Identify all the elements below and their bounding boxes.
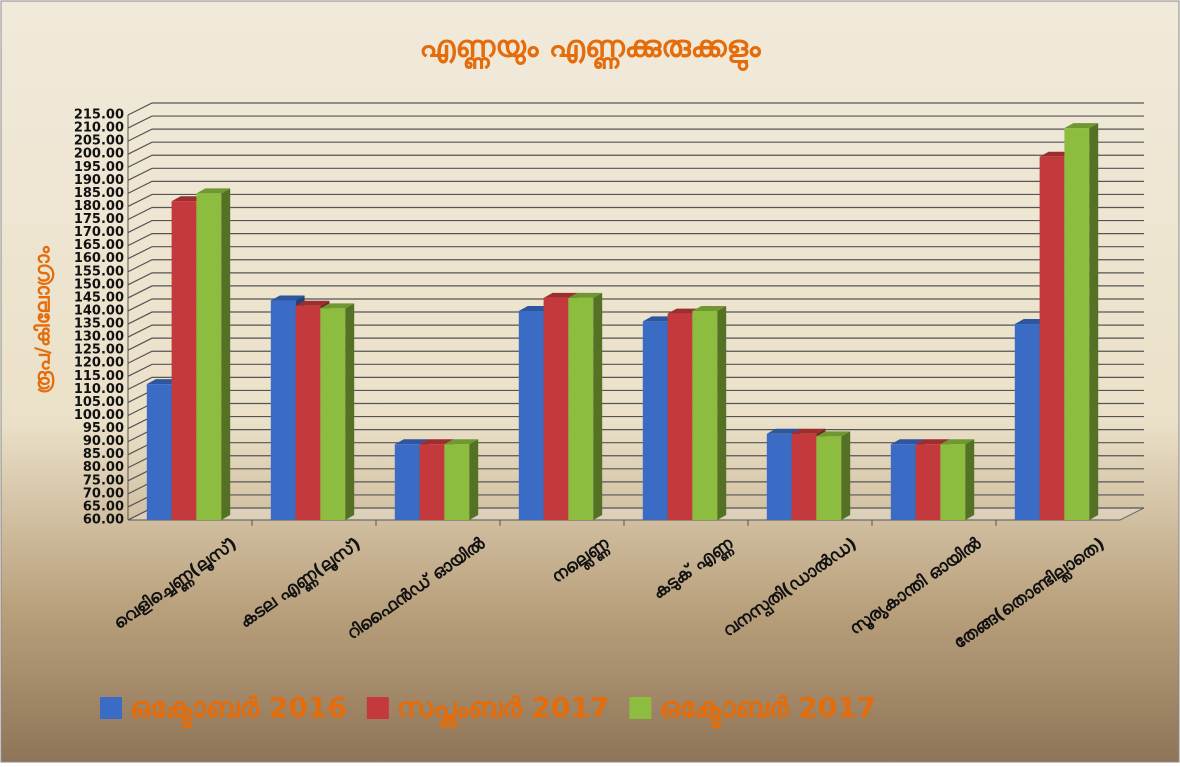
- bar: [692, 311, 717, 520]
- bar: [196, 193, 221, 520]
- bar: [767, 434, 792, 520]
- bar: [668, 314, 693, 520]
- bar: [420, 444, 445, 520]
- y-tick-label: 85.00: [83, 447, 124, 462]
- y-tick-label: 75.00: [83, 473, 124, 488]
- y-tick-label: 135.00: [74, 317, 124, 332]
- bar: [544, 298, 569, 520]
- y-tick-label: 115.00: [74, 369, 124, 384]
- bar: [395, 444, 420, 520]
- y-tick-label: 70.00: [83, 486, 124, 501]
- bar-side: [593, 293, 602, 520]
- y-tick-label: 105.00: [74, 395, 124, 410]
- y-tick-label: 215.00: [74, 108, 124, 123]
- y-tick-label: 95.00: [83, 421, 124, 436]
- legend-swatch: [629, 697, 651, 719]
- y-tick-label: 155.00: [74, 264, 124, 279]
- bar-side: [1089, 123, 1098, 520]
- legend-swatch: [100, 697, 122, 719]
- y-tick-label: 205.00: [74, 134, 124, 149]
- y-tick-label: 80.00: [83, 460, 124, 475]
- bar: [1040, 157, 1065, 520]
- y-tick-label: 160.00: [74, 251, 124, 266]
- y-tick-label: 120.00: [74, 356, 124, 371]
- y-tick-label: 190.00: [74, 173, 124, 188]
- legend-label: ഒക്ടോബർ 2016: [130, 691, 347, 729]
- bar-side: [469, 439, 478, 520]
- bar-side: [965, 439, 974, 520]
- y-tick-label: 165.00: [74, 238, 124, 253]
- y-axis-label: രൂപ/കിലോഗ്രാം: [31, 246, 55, 394]
- bar: [147, 384, 172, 520]
- bar: [320, 308, 345, 520]
- bar: [444, 444, 469, 520]
- y-tick-label: 110.00: [74, 382, 124, 397]
- y-tick-label: 175.00: [74, 212, 124, 227]
- bar: [1015, 324, 1040, 520]
- y-tick-label: 150.00: [74, 277, 124, 292]
- bar: [568, 298, 593, 520]
- bar: [792, 434, 817, 520]
- chart: എണ്ണയും എണ്ണക്കുരുക്കളും രൂപ/കിലോഗ്രാം 6…: [0, 0, 1180, 763]
- bar-side: [717, 306, 726, 520]
- y-tick-label: 185.00: [74, 186, 124, 201]
- bar: [271, 301, 296, 520]
- bar: [643, 321, 668, 520]
- bar-side: [345, 303, 354, 520]
- y-tick-label: 145.00: [74, 290, 124, 305]
- bar: [172, 201, 197, 520]
- y-tick-label: 125.00: [74, 343, 124, 358]
- y-tick-label: 200.00: [74, 147, 124, 162]
- y-tick-label: 140.00: [74, 303, 124, 318]
- y-tick-label: 65.00: [83, 499, 124, 514]
- bar: [916, 444, 941, 520]
- bar: [816, 436, 841, 520]
- bar-side: [221, 188, 230, 520]
- bar: [891, 444, 916, 520]
- bar: [296, 306, 321, 520]
- legend-label: സപ്തംബർ 2017: [397, 691, 610, 729]
- bar: [519, 311, 544, 520]
- bar: [940, 444, 965, 520]
- y-tick-label: 60.00: [83, 513, 124, 528]
- bar-side: [841, 431, 850, 520]
- y-tick-label: 195.00: [74, 160, 124, 175]
- y-tick-label: 130.00: [74, 330, 124, 345]
- y-tick-label: 100.00: [74, 408, 124, 423]
- y-tick-label: 170.00: [74, 225, 124, 240]
- legend-swatch: [367, 697, 389, 719]
- y-tick-label: 210.00: [74, 121, 124, 136]
- y-tick-label: 180.00: [74, 199, 124, 214]
- legend-label: ഒക്ടോബർ 2017: [659, 691, 876, 729]
- bar: [1064, 128, 1089, 520]
- y-tick-label: 90.00: [83, 434, 124, 449]
